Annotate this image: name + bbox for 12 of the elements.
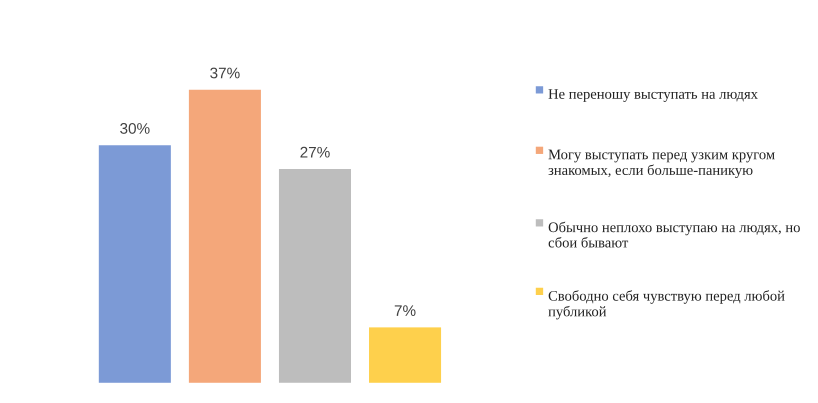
legend-label: Свободно себя чувствую перед любой публикой: [548, 290, 785, 320]
data-label: 7%: [394, 305, 416, 316]
data-label: 37%: [210, 68, 240, 78]
bar: [369, 327, 442, 383]
data-label: 30%: [120, 123, 150, 134]
bar: [188, 90, 261, 383]
legend-label: Могу выступать перед узким кругом знакомых, если больше-паникую: [548, 150, 775, 178]
data-label: 27%: [300, 146, 330, 158]
legend-label: Не переношу выступать на людях: [548, 89, 758, 102]
bar: [278, 168, 351, 383]
bar: [98, 145, 171, 383]
legend-label: Обычно неплохо выступаю на людях, но сбои бывают: [548, 222, 800, 248]
